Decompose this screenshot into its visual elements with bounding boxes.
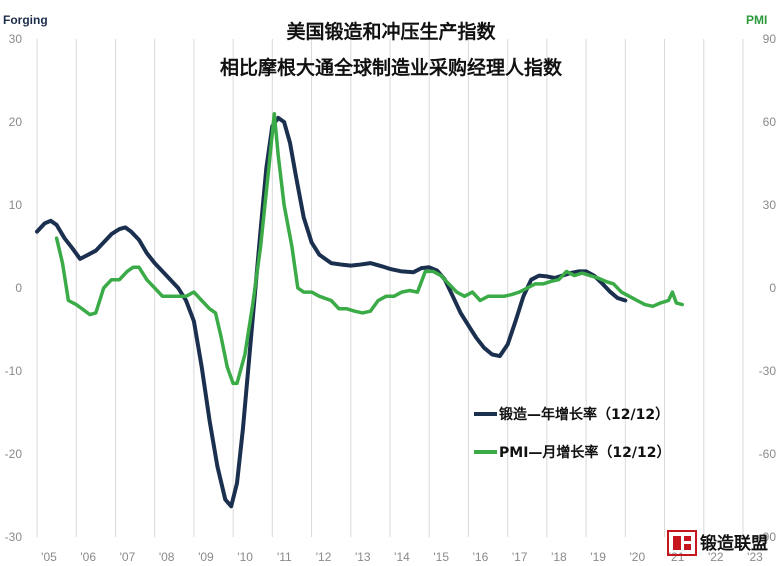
series-lines <box>35 111 684 509</box>
logo-text: 锻造联盟 <box>700 533 768 554</box>
x-tick-label: '20 <box>630 550 646 564</box>
chart-title-line-1: 美国锻造和冲压生产指数 <box>286 20 496 43</box>
x-tick-label: '13 <box>355 550 371 564</box>
right-y-tick-label: 0 <box>769 281 776 295</box>
x-tick-label: '05 <box>41 550 57 564</box>
x-tick-label: '16 <box>473 550 489 564</box>
x-tick-label: '21 <box>669 550 685 564</box>
right-y-tick-label: -30 <box>759 364 777 378</box>
x-tick-label: '22 <box>708 550 724 564</box>
left-y-tick-labels: 30 20 10 0 -10 -20 -30 <box>5 32 23 544</box>
legend-label: 锻造—年增长率（12/12） <box>499 406 669 423</box>
x-tick-label: '19 <box>590 550 606 564</box>
left-y-tick-label: 30 <box>9 32 23 46</box>
x-tick-labels: '05 '06 '07 '08 '09 '10 '11 '12 '13 '14 '15 '16 '17 '… <box>41 550 763 564</box>
x-tick-label: '09 <box>198 550 214 564</box>
series-line-pmi <box>54 111 684 386</box>
right-y-tick-label: -60 <box>759 447 777 461</box>
x-tick-label: '17 <box>512 550 528 564</box>
x-tick-label: '08 <box>159 550 175 564</box>
left-axis-label: Forging <box>3 13 48 27</box>
x-tick-label: '23 <box>747 550 763 564</box>
grid-lines <box>36 39 744 537</box>
x-tick-label: '07 <box>120 550 136 564</box>
right-y-tick-label: 30 <box>763 198 777 212</box>
series-line-forging <box>35 115 628 509</box>
x-tick-label: '14 <box>394 550 410 564</box>
right-axis-label: PMI <box>746 13 767 27</box>
right-y-tick-labels: 90 60 30 0 -30 -60 -90 <box>759 32 777 544</box>
right-y-tick-label: -90 <box>759 530 777 544</box>
x-tick-label: '06 <box>80 550 96 564</box>
left-y-tick-label: -20 <box>5 447 23 461</box>
left-y-tick-label: 20 <box>9 115 23 129</box>
left-y-tick-label: -30 <box>5 530 23 544</box>
legend-label: PMI—月增长率（12/12） <box>499 444 670 461</box>
chart-title: 美国锻造和冲压生产指数 相比摩根大通全球制造业采购经理人指数 <box>220 20 563 79</box>
logo: 锻造联盟 <box>667 530 768 556</box>
logo-icon <box>667 530 697 556</box>
x-tick-label: '18 <box>551 550 567 564</box>
left-y-tick-label: 0 <box>15 281 22 295</box>
left-y-tick-label: 10 <box>9 198 23 212</box>
x-tick-label: '15 <box>433 550 449 564</box>
legend: 锻造—年增长率（12/12） PMI—月增长率（12/12） <box>474 406 670 461</box>
x-tick-label: '10 <box>237 550 253 564</box>
left-y-tick-label: -10 <box>5 364 23 378</box>
right-y-tick-label: 60 <box>763 115 777 129</box>
chart-title-line-2: 相比摩根大通全球制造业采购经理人指数 <box>220 56 563 79</box>
x-tick-label: '12 <box>316 550 332 564</box>
x-tick-label: '11 <box>277 550 292 564</box>
right-y-tick-label: 90 <box>763 32 777 46</box>
